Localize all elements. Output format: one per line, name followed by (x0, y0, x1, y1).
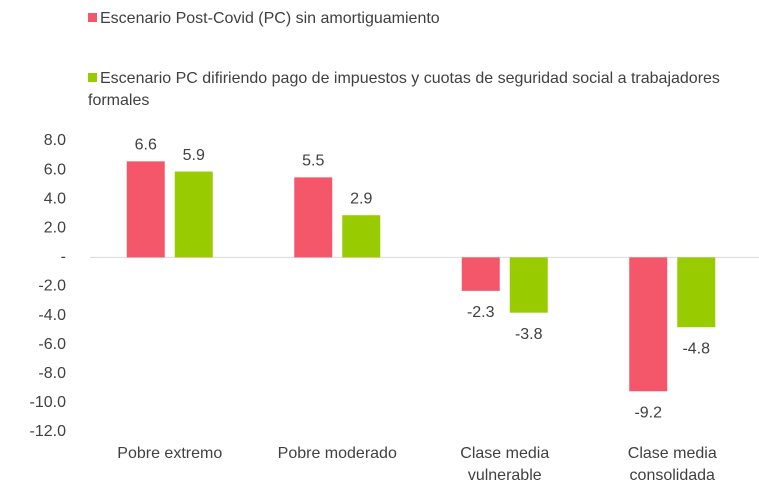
x-tick-label: Clase media vulnerable (460, 445, 550, 484)
data-label: -3.8 (515, 326, 543, 343)
data-label: 5.9 (183, 147, 205, 164)
data-label: 5.5 (302, 153, 324, 170)
legend-item: Escenario PC difiriendo pago de impuesto… (88, 68, 753, 112)
y-tick-label: - (61, 249, 66, 266)
y-tick-label: -12.0 (30, 423, 67, 440)
y-tick-label: 8.0 (44, 132, 66, 149)
bar (677, 257, 716, 328)
bar (509, 257, 548, 313)
data-label: 2.9 (350, 190, 372, 207)
bar (629, 257, 668, 392)
data-label: -4.8 (682, 340, 710, 357)
legend-label: Escenario Post-Covid (PC) sin amortiguam… (100, 10, 440, 27)
y-tick-label: -2.0 (38, 278, 66, 295)
y-tick-label: 2.0 (44, 220, 66, 237)
legend-swatch (88, 13, 97, 22)
y-tick-label: -4.0 (38, 307, 66, 324)
data-label: 6.6 (135, 137, 157, 154)
y-tick-label: -10.0 (30, 394, 67, 411)
y-tick-label: 4.0 (44, 190, 66, 207)
data-label: -9.2 (634, 404, 662, 421)
x-tick-label: Clase media consolidada (627, 445, 717, 484)
y-tick-label: 6.0 (44, 161, 66, 178)
bar (342, 215, 381, 258)
x-tick-label: Pobre extremo (117, 445, 223, 462)
bar (174, 171, 213, 258)
legend-item: Escenario Post-Covid (PC) sin amortiguam… (88, 8, 753, 30)
bar (294, 177, 333, 258)
y-tick-label: -6.0 (38, 336, 66, 353)
legend-label: Escenario PC difiriendo pago de impuesto… (88, 70, 720, 109)
x-tick-label: Pobre moderado (277, 445, 397, 462)
bar (461, 257, 500, 291)
legend-swatch (88, 73, 97, 82)
y-tick-label: -8.0 (38, 365, 66, 382)
data-label: -2.3 (467, 304, 495, 321)
bar (126, 161, 165, 258)
